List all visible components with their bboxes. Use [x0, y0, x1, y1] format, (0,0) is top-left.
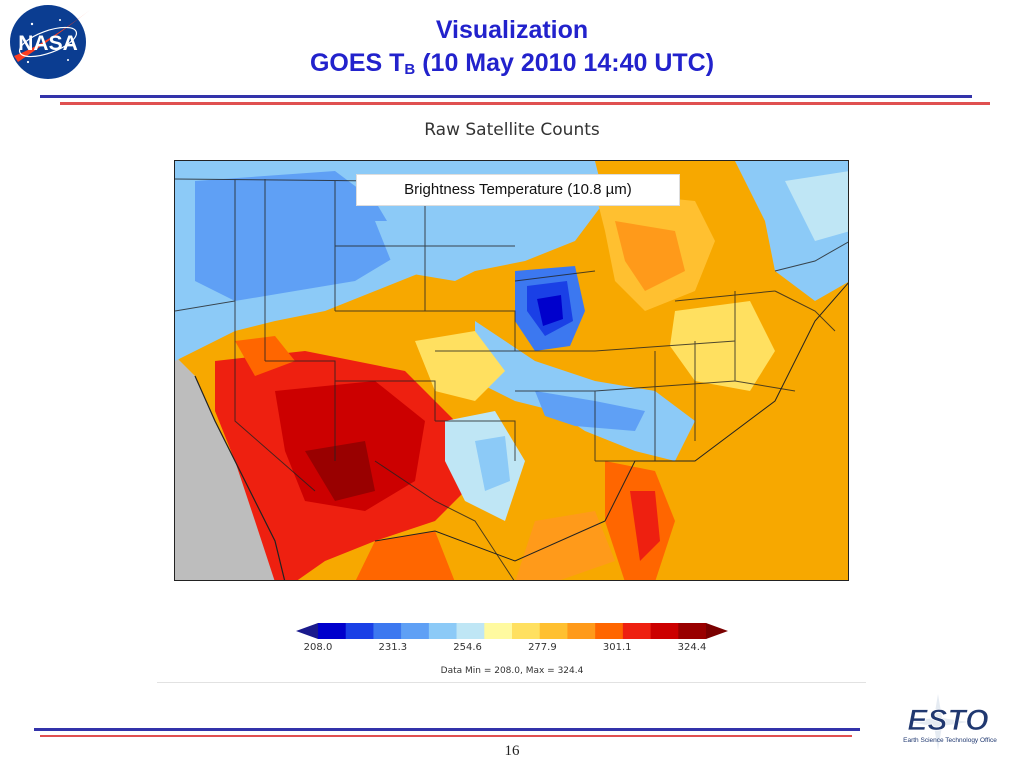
figure-bottom-rule — [157, 682, 866, 683]
colorbar-tick-label: 301.1 — [602, 642, 632, 653]
header-rule-blue — [40, 95, 972, 98]
colorbar-tick-label: 324.4 — [677, 642, 707, 653]
colorbar-tick-label: 231.3 — [378, 642, 408, 653]
footer-rule-blue — [34, 728, 860, 731]
colorbar-cell — [622, 623, 651, 639]
title-subscript: B — [404, 61, 416, 78]
slide-title: Visualization GOES TB (10 May 2010 14:40… — [200, 14, 824, 87]
colorbar-cell — [401, 623, 430, 639]
colorbar-max-arrow — [706, 623, 728, 639]
colorbar-tick-label: 277.9 — [528, 642, 557, 653]
title-line-1: Visualization — [435, 16, 589, 44]
colorbar — [296, 623, 728, 639]
colorbar-cell — [373, 623, 402, 639]
colorbar-cell — [595, 623, 624, 639]
colorbar-tick-label: 254.6 — [453, 642, 482, 653]
colorbar-ticks: 208.0 231.3 254.6 277.9 301.1 324.4 — [296, 642, 728, 656]
brightness-temperature-label: Brightness Temperature (10.8 µm) — [356, 174, 680, 206]
colorbar-cell — [484, 623, 513, 639]
nasa-logo: NASA — [10, 5, 90, 79]
header-rule-red — [60, 102, 990, 105]
colorbar-cell — [512, 623, 541, 639]
esto-logo-text: ESTO — [907, 704, 988, 737]
title-line-2: GOES TB (10 May 2010 14:40 UTC) — [200, 46, 824, 87]
figure-title: Raw Satellite Counts — [424, 120, 600, 140]
colorbar-tick-label: 208.0 — [303, 642, 333, 653]
colorbar-min-arrow — [296, 623, 318, 639]
nasa-logo-text: NASA — [18, 32, 78, 55]
colorbar-cells — [318, 623, 707, 639]
title-line-2-rest: (10 May 2010 14:40 UTC) — [415, 49, 715, 77]
esto-logo-subtitle: Earth Science Technology Office — [903, 737, 997, 744]
page-number: 16 — [504, 743, 520, 759]
colorbar-cell — [456, 623, 485, 639]
colorbar-cell — [539, 623, 568, 639]
title-line-2-main: GOES T — [309, 49, 405, 77]
colorbar-cell — [428, 623, 457, 639]
colorbar-cell — [650, 623, 679, 639]
footer-rule-red — [40, 735, 852, 737]
colorbar-cell — [678, 623, 707, 639]
colorbar-cell — [567, 623, 596, 639]
satellite-map — [174, 160, 849, 581]
colorbar-cell — [345, 623, 374, 639]
colorbar-cell — [318, 623, 347, 639]
data-range-note: Data Min = 208.0, Max = 324.4 — [440, 666, 584, 676]
esto-logo: ESTO Earth Science Technology Office — [903, 694, 997, 750]
